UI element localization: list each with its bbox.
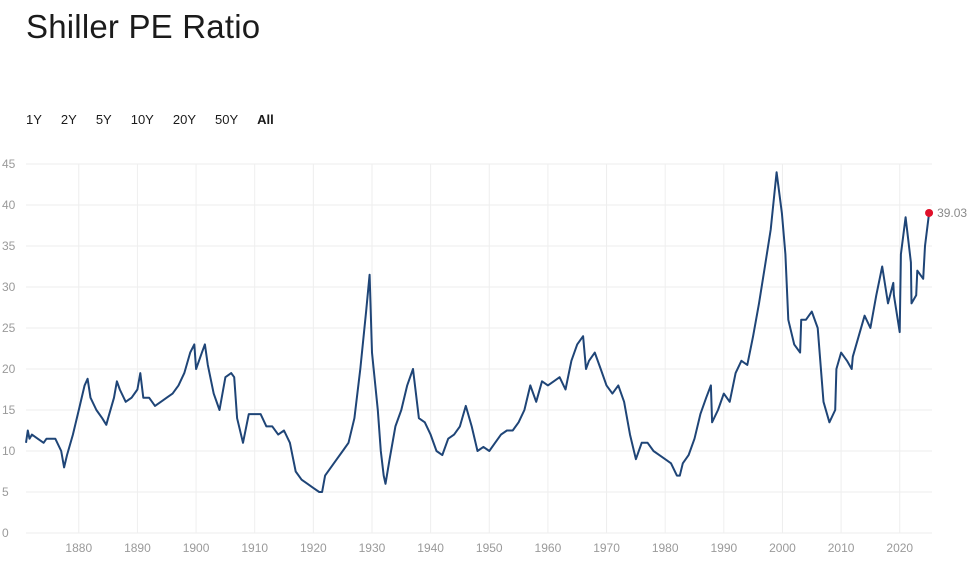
x-tick-label: 1930 (359, 541, 386, 555)
range-2y-button[interactable]: 2Y (60, 112, 77, 127)
y-tick-label: 20 (2, 362, 16, 376)
y-tick-label: 40 (2, 198, 16, 212)
last-value-label: 39.03 (937, 206, 967, 220)
range-selector: 1Y 2Y 5Y 10Y 20Y 50Y All (26, 112, 293, 127)
x-tick-label: 1960 (535, 541, 562, 555)
y-tick-label: 0 (2, 526, 9, 540)
x-tick-label: 1970 (593, 541, 620, 555)
page-title: Shiller PE Ratio (26, 8, 261, 45)
x-tick-label: 1990 (710, 541, 737, 555)
y-tick-label: 25 (2, 321, 16, 335)
x-tick-label: 1900 (183, 541, 210, 555)
y-tick-label: 15 (2, 403, 16, 417)
series-line (25, 171, 931, 493)
range-10y-button[interactable]: 10Y (130, 112, 154, 127)
y-tick-label: 35 (2, 239, 16, 253)
x-tick-label: 2010 (828, 541, 855, 555)
range-all-button[interactable]: All (257, 112, 274, 127)
x-tick-label: 1980 (652, 541, 679, 555)
x-tick-label: 1890 (124, 541, 151, 555)
x-tick-label: 1950 (476, 541, 503, 555)
range-1y-button[interactable]: 1Y (26, 112, 42, 127)
y-tick-label: 30 (2, 280, 16, 294)
y-tick-label: 45 (2, 157, 16, 171)
y-axis: 0 5 10 15 20 25 30 35 40 45 (2, 157, 16, 540)
x-tick-label: 1920 (300, 541, 327, 555)
last-value-marker (925, 208, 934, 217)
y-tick-label: 10 (2, 444, 16, 458)
x-tick-label: 1880 (65, 541, 92, 555)
x-tick-label: 2000 (769, 541, 796, 555)
x-tick-label: 1910 (241, 541, 268, 555)
range-50y-button[interactable]: 50Y (215, 112, 239, 127)
grid (26, 163, 932, 534)
range-20y-button[interactable]: 20Y (172, 112, 196, 127)
range-5y-button[interactable]: 5Y (95, 112, 112, 127)
y-tick-label: 5 (2, 485, 9, 499)
x-tick-label: 2020 (886, 541, 913, 555)
x-axis: 1880 1890 1900 1910 1920 1930 1940 1950 1960 1970… (65, 541, 913, 555)
x-tick-label: 1940 (417, 541, 444, 555)
